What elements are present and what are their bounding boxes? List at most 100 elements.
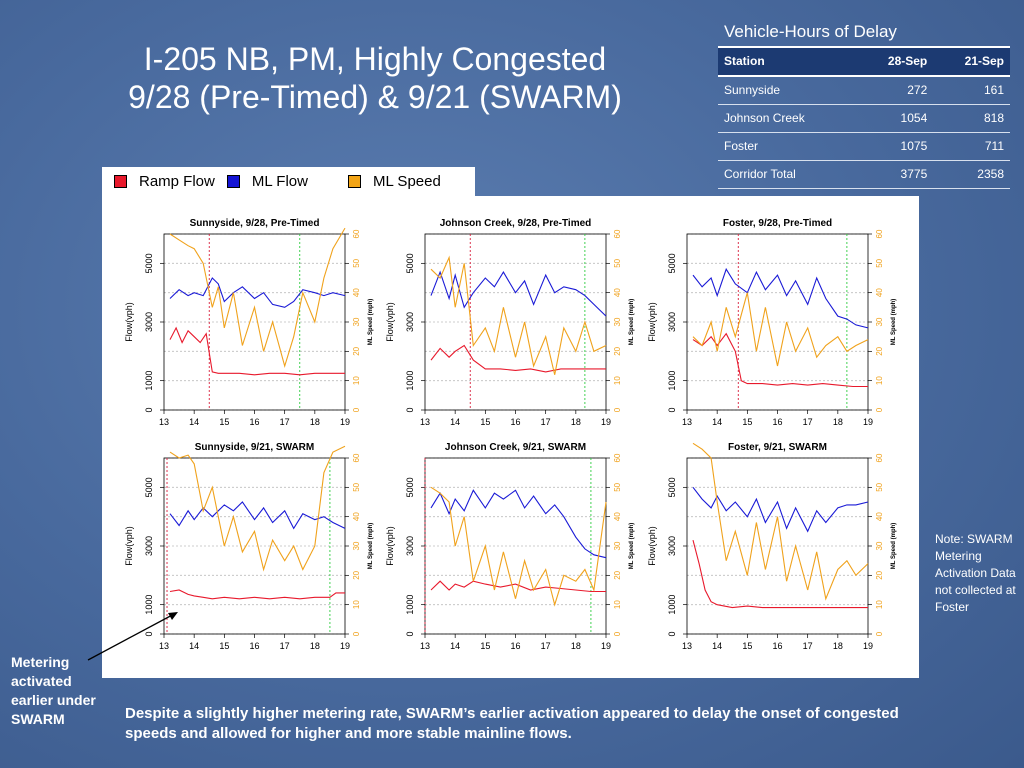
y2-tick-label: 10 xyxy=(613,376,622,385)
chart-title: Sunnyside, 9/28, Pre-Timed xyxy=(190,218,320,229)
title-line-1: I-205 NB, PM, Highly Congested xyxy=(143,41,607,77)
y2-tick-label: 30 xyxy=(352,317,361,326)
y2-tick-label: 10 xyxy=(613,600,622,609)
y-tick-label: 0 xyxy=(144,631,154,636)
legend-item-ml-speed: ML Speed xyxy=(347,173,441,190)
y2-tick-label: 40 xyxy=(875,512,884,521)
charts-svg: Sunnyside, 9/28, Pre-Timed 13 14 15 16 17 18 19… xyxy=(124,218,897,651)
x-tick-label: 17 xyxy=(541,417,551,427)
y2-tick-label: 20 xyxy=(875,346,884,355)
y-tick-label: 5000 xyxy=(667,477,677,497)
table-row: Johnson Creek 1054 818 xyxy=(718,104,1010,133)
series-line-ramp-flow xyxy=(692,539,868,609)
series-line-ml-flow xyxy=(430,270,607,317)
y2-tick-label: 30 xyxy=(613,317,622,326)
chart-panel: Sunnyside, 9/28, Pre-Timed 13 14 15 16 17 18 19… xyxy=(102,196,919,678)
y-tick-label: 1000 xyxy=(144,595,154,615)
value-cell: 272 xyxy=(856,76,934,105)
y2-tick-label: 0 xyxy=(613,631,622,636)
x-tick-label: 19 xyxy=(863,641,873,651)
x-tick-label: 13 xyxy=(159,417,169,427)
value-cell: 711 xyxy=(933,132,1010,161)
chart-panel-5: Johnson Creek, 9/21, SWARM 13 14 15 16 17 18 19… xyxy=(385,442,635,651)
station-cell: Sunnyside xyxy=(718,76,857,105)
station-cell: Foster xyxy=(718,132,857,161)
series-line-ml-flow xyxy=(430,489,607,559)
y2-axis-label: ML Speed (mph) xyxy=(629,523,635,570)
chart-title: Sunnyside, 9/21, SWARM xyxy=(195,442,314,453)
y2-tick-label: 50 xyxy=(352,482,361,491)
y-tick-label: 3000 xyxy=(405,536,415,556)
chart-title: Johnson Creek, 9/21, SWARM xyxy=(445,442,586,453)
y-axis-label: Flow(vph) xyxy=(124,526,134,566)
x-tick-label: 14 xyxy=(712,417,722,427)
value-cell: 818 xyxy=(933,104,1010,133)
y2-axis-label: ML Speed (mph) xyxy=(891,523,897,570)
y-tick-label: 5000 xyxy=(405,253,415,273)
y2-tick-label: 50 xyxy=(613,482,622,491)
y2-tick-label: 20 xyxy=(352,346,361,355)
chart-title: Foster, 9/28, Pre-Timed xyxy=(723,218,832,229)
value-cell: 1054 xyxy=(856,104,934,133)
x-tick-label: 14 xyxy=(712,641,722,651)
y2-axis-label: ML Speed (mph) xyxy=(891,299,897,346)
chart-title: Foster, 9/21, SWARM xyxy=(728,442,827,453)
legend-swatch-ml-flow xyxy=(226,175,240,188)
series-line-ml-flow xyxy=(692,486,869,533)
y2-tick-label: 10 xyxy=(875,600,884,609)
legend-label-ramp-flow: Ramp Flow xyxy=(139,173,215,190)
y2-tick-label: 50 xyxy=(352,258,361,267)
x-tick-label: 18 xyxy=(833,417,843,427)
series-line-ramp-flow xyxy=(430,580,606,593)
y2-tick-label: 60 xyxy=(875,453,884,462)
x-tick-label: 13 xyxy=(682,417,692,427)
value-cell: 3775 xyxy=(856,160,934,189)
y2-axis-label: ML Speed (mph) xyxy=(368,299,374,346)
series-line-ramp-flow xyxy=(430,344,606,373)
y2-tick-label: 60 xyxy=(613,453,622,462)
y-tick-label: 0 xyxy=(405,631,415,636)
value-cell: 1075 xyxy=(856,132,934,161)
title-line-2: 9/28 (Pre-Timed) & 9/21 (SWARM) xyxy=(128,79,622,115)
x-tick-label: 15 xyxy=(219,641,229,651)
y-tick-label: 3000 xyxy=(405,312,415,332)
y2-tick-label: 60 xyxy=(352,229,361,238)
y2-tick-label: 40 xyxy=(875,288,884,297)
y-tick-label: 0 xyxy=(144,407,154,412)
y-tick-label: 5000 xyxy=(667,253,677,273)
x-tick-label: 18 xyxy=(833,641,843,651)
y2-tick-label: 10 xyxy=(875,376,884,385)
x-tick-label: 18 xyxy=(571,641,581,651)
delay-table-header-row: Station 28-Sep 21-Sep xyxy=(718,46,1010,77)
x-tick-label: 16 xyxy=(510,641,520,651)
series-line-ml-speed xyxy=(430,255,607,375)
y-axis-label: Flow(vph) xyxy=(385,302,395,342)
x-tick-label: 16 xyxy=(772,641,782,651)
y-tick-label: 5000 xyxy=(144,477,154,497)
x-tick-label: 19 xyxy=(601,417,611,427)
y2-tick-label: 30 xyxy=(352,541,361,550)
x-tick-label: 15 xyxy=(742,641,752,651)
chart-panel-1: Sunnyside, 9/28, Pre-Timed 13 14 15 16 17 18 19… xyxy=(124,218,374,427)
y-tick-label: 1000 xyxy=(405,595,415,615)
series-line-ml-speed xyxy=(169,445,346,572)
series-line-ml-flow xyxy=(169,277,346,308)
series-line-ml-flow xyxy=(692,267,869,329)
x-tick-label: 19 xyxy=(863,417,873,427)
x-tick-label: 19 xyxy=(340,417,350,427)
y2-tick-label: 40 xyxy=(613,288,622,297)
y2-tick-label: 10 xyxy=(352,376,361,385)
col-header-21-sep: 21-Sep xyxy=(933,46,1010,77)
x-tick-label: 14 xyxy=(450,417,460,427)
series-line-ml-speed xyxy=(430,486,607,607)
y-tick-label: 1000 xyxy=(144,371,154,391)
x-tick-label: 15 xyxy=(219,417,229,427)
station-cell: Corridor Total xyxy=(718,160,857,189)
x-tick-label: 18 xyxy=(571,417,581,427)
series-line-ml-speed xyxy=(692,292,869,367)
x-tick-label: 19 xyxy=(340,641,350,651)
x-tick-label: 15 xyxy=(742,417,752,427)
y2-tick-label: 10 xyxy=(352,600,361,609)
